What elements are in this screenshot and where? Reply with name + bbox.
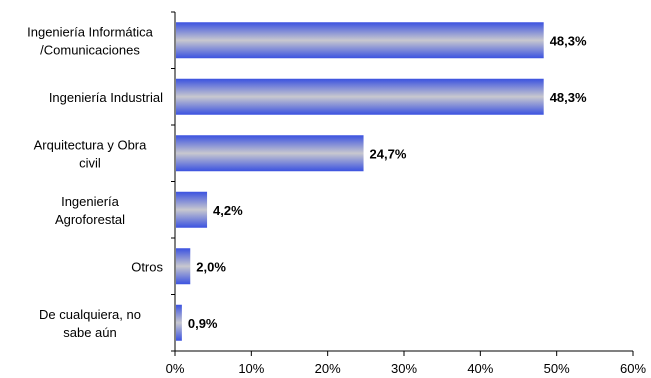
bar [176, 135, 364, 172]
category-label: /Comunicaciones [40, 42, 140, 57]
x-tick-label: 0% [166, 361, 185, 376]
bar [176, 304, 182, 341]
category-label: sabe aún [63, 325, 117, 340]
bars-group [176, 22, 544, 341]
category-label: De cualquiera, no [39, 307, 141, 322]
x-tick-label: 50% [544, 361, 570, 376]
x-tick-label: 60% [620, 361, 646, 376]
x-tick-label: 10% [238, 361, 264, 376]
category-labels-group: Ingeniería Informática/Comunicaciones Ing… [27, 24, 163, 340]
bar [176, 248, 191, 285]
category-label: Ingeniería Industrial [49, 90, 163, 105]
data-label: 48,3% [550, 90, 587, 105]
category-label: Otros [131, 259, 163, 274]
bar [176, 22, 544, 59]
category-label: Agroforestal [55, 212, 125, 227]
data-label: 0,9% [188, 316, 218, 331]
value-axis: 0% 10% 20% 30% 40% 50% 60% [166, 350, 646, 376]
x-tick-label: 40% [467, 361, 493, 376]
category-label: Ingeniería [61, 194, 120, 209]
bar [176, 78, 544, 115]
category-label: civil [79, 155, 101, 170]
x-tick-label: 20% [315, 361, 341, 376]
data-label: 4,2% [213, 203, 243, 218]
x-tick-label: 30% [391, 361, 417, 376]
category-label: Arquitectura y Obra [34, 137, 147, 152]
category-axis [171, 11, 176, 352]
data-label: 24,7% [370, 146, 407, 161]
data-label: 48,3% [550, 33, 587, 48]
bar [176, 191, 208, 228]
category-label: Ingeniería Informática [27, 24, 154, 39]
data-labels-group: 48,3% 48,3% 24,7% 4,2% 2,0% 0,9% [188, 33, 587, 331]
data-label: 2,0% [196, 259, 226, 274]
